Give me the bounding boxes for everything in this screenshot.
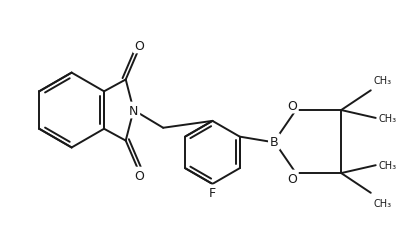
Text: O: O (287, 99, 297, 112)
Text: N: N (129, 104, 138, 117)
Text: CH₃: CH₃ (374, 198, 392, 208)
Text: CH₃: CH₃ (379, 113, 397, 123)
Text: CH₃: CH₃ (374, 76, 392, 86)
Text: O: O (134, 169, 144, 182)
Text: CH₃: CH₃ (379, 160, 397, 171)
Text: F: F (209, 187, 216, 199)
Text: B: B (270, 135, 278, 148)
Text: O: O (287, 172, 297, 185)
Text: O: O (134, 39, 144, 52)
